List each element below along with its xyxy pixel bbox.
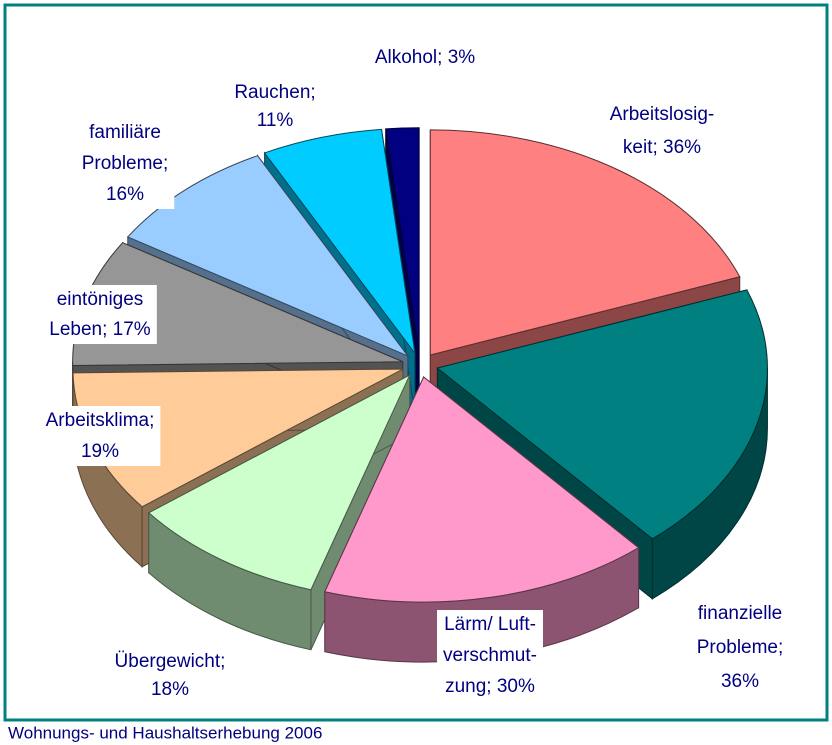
slice-top — [385, 127, 420, 353]
data-label-line: eintöniges — [57, 289, 144, 310]
slice-top — [126, 155, 410, 358]
data-label: Übergewicht; 18% — [108, 647, 232, 705]
data-label-bg — [75, 118, 175, 210]
data-label-bg — [603, 100, 721, 163]
data-label-line: 16% — [106, 184, 144, 205]
data-label-bg — [108, 647, 232, 705]
data-label-bg — [437, 610, 543, 702]
data-label-bg — [368, 43, 482, 73]
data-label-line: Übergewicht; — [115, 651, 226, 672]
pie — [72, 127, 768, 663]
slice-top — [429, 129, 741, 356]
data-label-line: keit; 36% — [623, 137, 701, 158]
slice — [324, 375, 640, 663]
data-label-line: 18% — [151, 679, 189, 700]
data-label: Arbeitslosig-keit; 36% — [603, 100, 721, 163]
data-label-line: familiäre — [89, 122, 161, 143]
data-label: Alkohol; 3% — [368, 43, 482, 73]
data-label-line: Alkohol; 3% — [375, 47, 475, 68]
data-label: eintöniges Leben; 17% — [43, 285, 157, 345]
source: Wohnungs- und Haushaltserhebung 2006 — [8, 723, 322, 742]
data-label: Rauchen; 11% — [228, 78, 322, 136]
data-label-line: Probleme; — [697, 637, 784, 658]
data-label-line: finanzielle — [698, 603, 783, 624]
data-label-line: zung; 30% — [445, 676, 535, 697]
labels: Arbeitslosig-keit; 36% finanzielle Problem… — [39, 43, 790, 705]
data-label-line: Leben; 17% — [49, 319, 151, 340]
data-label-line: Arbeitsklima; — [46, 410, 155, 431]
data-label-line: Probleme; — [82, 153, 169, 174]
slice-top — [147, 373, 411, 591]
data-label-line: 11% — [257, 110, 294, 131]
data-label-line: 36% — [721, 671, 759, 692]
data-label-bg — [43, 285, 157, 345]
data-label-line: 19% — [81, 441, 119, 462]
data-label-line: verschmut- — [443, 645, 537, 666]
data-label: Arbeitsklima; 19% — [39, 406, 161, 467]
slice-top — [324, 376, 640, 603]
data-label: familiäre Probleme; 16% — [75, 118, 175, 210]
slice-top — [436, 289, 768, 540]
data-label: Lärm/ Luft-verschmut-zung; 30% — [437, 610, 543, 702]
data-label-line: Rauchen; — [234, 82, 315, 103]
data-label-line: Arbeitslosig- — [610, 104, 715, 125]
data-label: finanzielle Probleme; 36% — [690, 599, 790, 697]
data-label-bg — [228, 78, 322, 136]
data-label-bg — [39, 406, 161, 467]
data-label-line: Lärm/ Luft- — [444, 614, 536, 635]
data-label-bg — [690, 599, 790, 697]
slice-top — [263, 128, 416, 354]
